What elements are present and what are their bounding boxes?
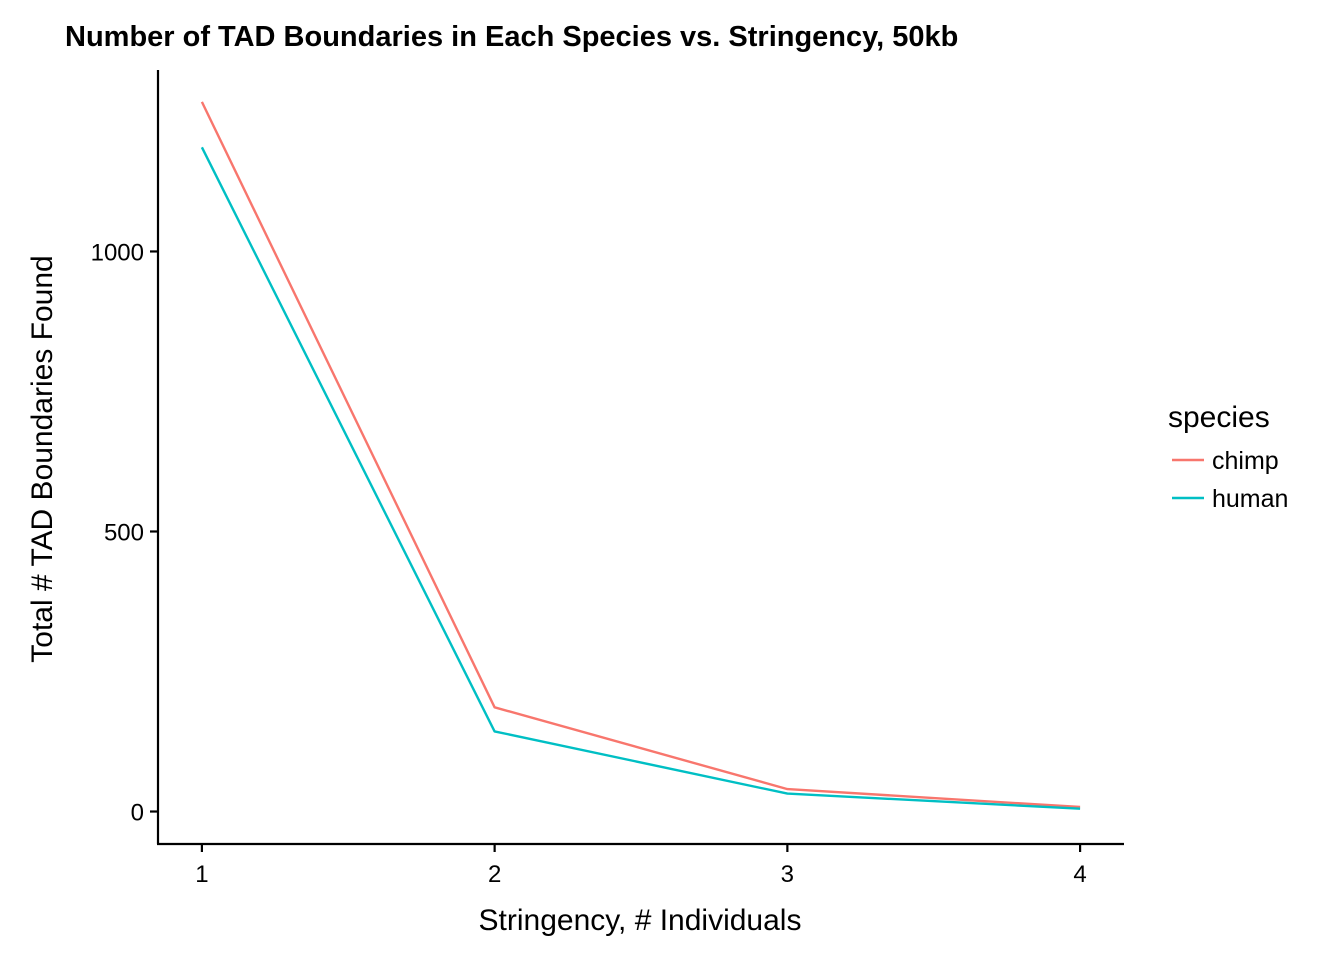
x-axis-title: Stringency, # Individuals: [479, 904, 802, 937]
x-tick-label: 2: [488, 861, 501, 888]
x-tick-label: 1: [195, 861, 208, 888]
legend-title: species: [1168, 401, 1270, 434]
y-tick-label: 500: [104, 519, 144, 546]
x-axis-ticks: 1 2 3 4: [195, 844, 1087, 888]
legend-items: chimp human: [1172, 447, 1288, 513]
chart-title: Number of TAD Boundaries in Each Species…: [65, 21, 958, 53]
plot-area: 0 500 1000 1 2 3 4: [91, 70, 1124, 888]
series-layer: [200, 101, 1081, 810]
y-tick-label: 1000: [91, 239, 144, 266]
x-tick-label: 4: [1073, 861, 1086, 888]
y-axis-ticks: 0 500 1000: [91, 239, 158, 827]
legend: species chimp human: [1168, 401, 1288, 513]
x-tick-label: 3: [781, 861, 794, 888]
legend-label-chimp: chimp: [1212, 447, 1279, 475]
y-tick-label: 0: [131, 800, 144, 827]
series-line-chimp: [200, 101, 1081, 809]
legend-label-human: human: [1212, 485, 1288, 513]
series-line-human: [200, 146, 1081, 810]
y-axis-title: Total # TAD Boundaries Found: [26, 255, 59, 662]
